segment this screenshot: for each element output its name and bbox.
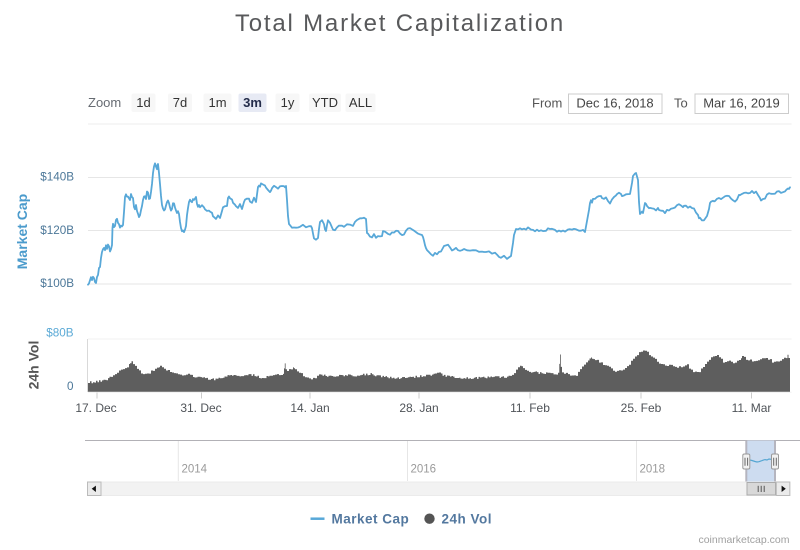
svg-text:Dec 16, 2018: Dec 16, 2018 [576,96,653,111]
svg-text:2014: 2014 [182,464,208,476]
svg-text:17. Dec: 17. Dec [75,401,116,415]
svg-text:Market Cap: Market Cap [332,512,410,527]
svg-text:To: To [674,96,688,111]
svg-text:1m: 1m [208,95,226,110]
svg-text:2018: 2018 [640,464,666,476]
svg-text:Total Market Capitalization: Total Market Capitalization [235,10,565,37]
svg-text:YTD: YTD [312,95,338,110]
svg-text:31. Dec: 31. Dec [180,401,221,415]
svg-text:11. Mar: 11. Mar [732,401,772,415]
svg-text:7d: 7d [173,95,187,110]
svg-text:0: 0 [67,380,74,393]
svg-text:$100B: $100B [40,277,74,290]
svg-text:$120B: $120B [40,224,74,237]
svg-text:Mar 16, 2019: Mar 16, 2019 [703,96,780,111]
svg-text:11. Feb: 11. Feb [510,401,550,415]
svg-text:Zoom: Zoom [88,95,121,110]
svg-text:1d: 1d [136,95,150,110]
svg-text:25. Feb: 25. Feb [621,401,662,415]
svg-text:2016: 2016 [411,464,437,476]
svg-text:Market Cap: Market Cap [14,194,30,269]
svg-text:14. Jan: 14. Jan [290,401,329,415]
svg-text:1y: 1y [281,95,295,110]
svg-text:$80B: $80B [46,327,74,340]
svg-text:ALL: ALL [349,95,372,110]
svg-text:From: From [532,96,562,111]
svg-text:24h Vol: 24h Vol [26,341,42,390]
svg-text:28. Jan: 28. Jan [399,401,438,415]
svg-text:$140B: $140B [40,171,74,184]
svg-text:coinmarketcap.com: coinmarketcap.com [698,534,789,546]
svg-text:24h Vol: 24h Vol [442,512,493,527]
svg-text:3m: 3m [243,95,262,110]
